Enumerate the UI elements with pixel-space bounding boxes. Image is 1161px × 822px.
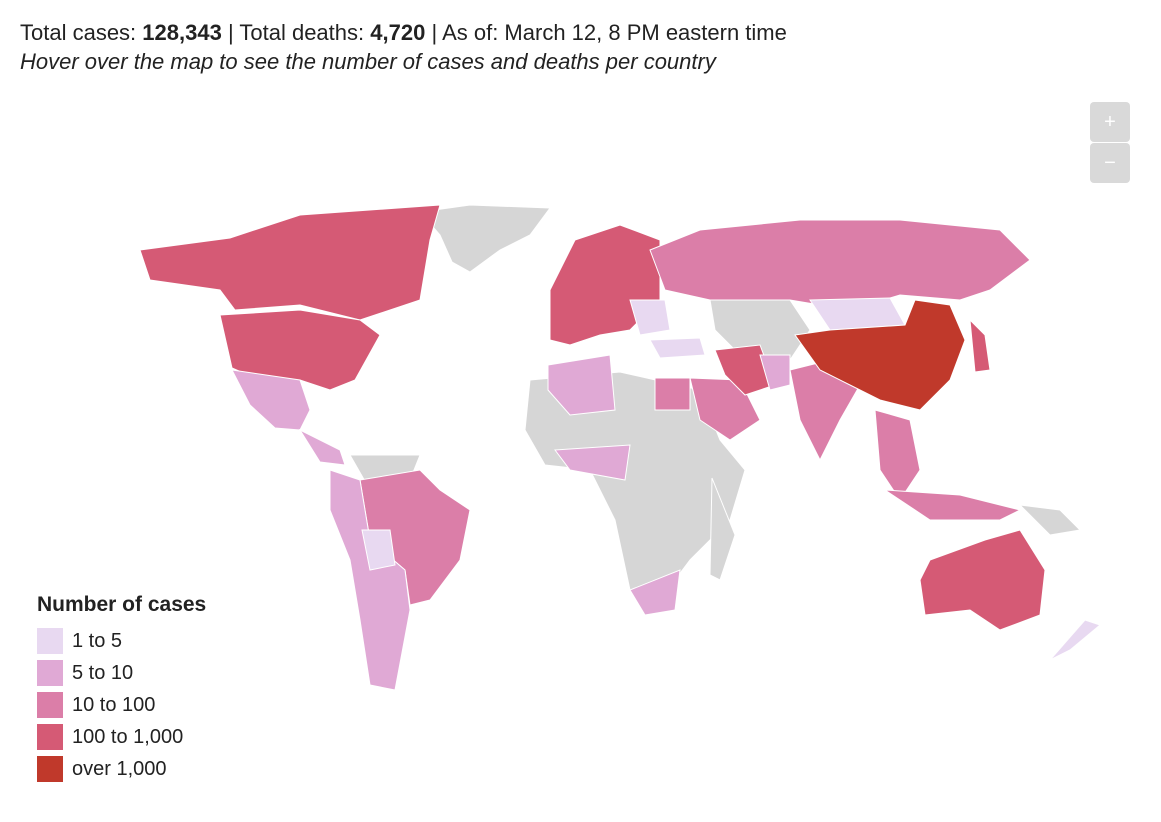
legend-label: 5 to 10: [72, 661, 134, 684]
legend-item: 10 to 100: [37, 689, 206, 721]
greenland[interactable]: [419, 204, 551, 273]
bolivia[interactable]: [361, 529, 396, 571]
algeria-morocco[interactable]: [547, 354, 616, 416]
legend-swatch: [37, 660, 63, 686]
png[interactable]: [1018, 504, 1082, 536]
legend-swatch: [37, 724, 63, 750]
as-of: | As of: March 12, 8 PM eastern time: [431, 20, 787, 45]
mongolia[interactable]: [809, 297, 906, 331]
japan[interactable]: [969, 318, 991, 373]
russia[interactable]: [649, 219, 1031, 311]
canada-alaska[interactable]: [139, 204, 441, 321]
west-south-america[interactable]: [329, 469, 411, 691]
legend-label: 1 to 5: [72, 629, 123, 652]
china[interactable]: [794, 299, 966, 411]
legend-item: 5 to 10: [37, 657, 206, 689]
australia[interactable]: [919, 529, 1046, 631]
legend-label: 100 to 1,000: [72, 725, 184, 748]
legend-swatch: [37, 692, 63, 718]
indonesia[interactable]: [883, 489, 1022, 521]
summary-line: Total cases: 128,343 | Total deaths: 4,7…: [20, 18, 787, 47]
new-zealand[interactable]: [1049, 619, 1102, 661]
madagascar[interactable]: [709, 477, 736, 581]
zoom-out-button[interactable]: −: [1090, 143, 1130, 183]
zoom-in-button[interactable]: +: [1090, 102, 1130, 142]
west-africa[interactable]: [554, 444, 631, 481]
countries: [139, 204, 1102, 691]
central-america[interactable]: [298, 428, 346, 466]
egypt[interactable]: [654, 377, 691, 411]
legend-item: 100 to 1,000: [37, 721, 206, 753]
legend-item: 1 to 5: [37, 625, 206, 657]
legend-item: over 1,000: [37, 753, 206, 785]
southeast-asia[interactable]: [874, 409, 921, 501]
legend-title: Number of cases: [37, 593, 207, 616]
afghanistan-pakistan[interactable]: [759, 354, 791, 391]
cases-value: 128,343: [142, 20, 222, 45]
legend-label: over 1,000: [72, 757, 167, 780]
legend-label: 10 to 100: [72, 693, 156, 716]
deaths-value: 4,720: [370, 20, 426, 45]
deaths-label: | Total deaths:: [227, 20, 365, 45]
eastern-europe[interactable]: [629, 299, 671, 336]
legend: Number of cases 1 to 5 5 to 10 10 to 100 10…: [37, 593, 206, 785]
header: Total cases: 128,343 | Total deaths: 4,7…: [20, 18, 787, 76]
legend-swatch: [37, 628, 63, 654]
turkey[interactable]: [649, 337, 706, 359]
cases-label: Total cases:: [20, 20, 137, 45]
subtitle: Hover over the map to see the number of …: [20, 49, 716, 74]
south-africa[interactable]: [629, 569, 681, 616]
iran[interactable]: [714, 344, 776, 396]
legend-swatch: [37, 756, 63, 782]
